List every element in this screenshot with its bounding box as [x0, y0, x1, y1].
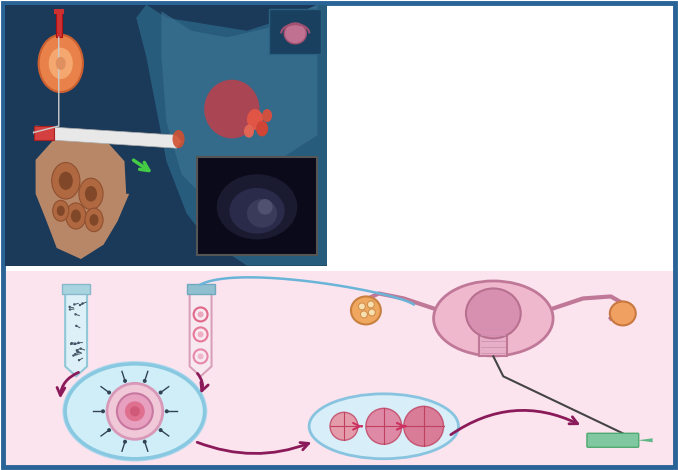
Circle shape	[403, 406, 443, 446]
Bar	[269, 8, 321, 54]
Circle shape	[56, 57, 66, 70]
Circle shape	[359, 303, 365, 310]
Circle shape	[366, 408, 402, 444]
Ellipse shape	[65, 364, 205, 459]
Ellipse shape	[204, 80, 260, 138]
Circle shape	[143, 379, 146, 383]
Circle shape	[130, 406, 140, 416]
Circle shape	[75, 313, 77, 315]
Ellipse shape	[610, 301, 636, 325]
Circle shape	[107, 428, 111, 432]
Circle shape	[197, 353, 203, 360]
Circle shape	[71, 210, 81, 222]
Circle shape	[77, 350, 79, 352]
Bar	[4, 4, 674, 271]
Circle shape	[81, 302, 83, 305]
Polygon shape	[190, 291, 212, 376]
Ellipse shape	[172, 130, 184, 148]
Circle shape	[78, 359, 80, 361]
Circle shape	[123, 440, 127, 444]
Circle shape	[197, 331, 203, 337]
Ellipse shape	[309, 394, 458, 459]
Ellipse shape	[229, 188, 285, 234]
Circle shape	[123, 379, 127, 383]
Circle shape	[117, 393, 153, 429]
Circle shape	[361, 311, 367, 318]
Circle shape	[79, 347, 82, 350]
Bar	[479, 319, 507, 356]
Circle shape	[53, 200, 69, 221]
FancyBboxPatch shape	[587, 433, 639, 447]
Circle shape	[68, 308, 71, 311]
Circle shape	[79, 304, 81, 306]
Bar	[197, 157, 317, 255]
Polygon shape	[638, 438, 653, 442]
Ellipse shape	[217, 174, 297, 239]
Circle shape	[74, 343, 77, 345]
Circle shape	[262, 109, 272, 122]
Polygon shape	[65, 291, 87, 376]
Ellipse shape	[466, 289, 521, 338]
Circle shape	[256, 121, 268, 136]
Circle shape	[79, 178, 103, 210]
Bar	[56, 11, 62, 37]
Bar	[54, 8, 64, 14]
Circle shape	[73, 303, 75, 306]
Circle shape	[59, 172, 73, 190]
Circle shape	[85, 208, 103, 232]
Circle shape	[330, 412, 358, 440]
Ellipse shape	[258, 199, 273, 215]
Circle shape	[101, 409, 105, 413]
Circle shape	[159, 391, 163, 394]
Circle shape	[74, 353, 77, 355]
Circle shape	[77, 351, 79, 353]
Circle shape	[68, 306, 71, 308]
Circle shape	[71, 342, 73, 345]
Bar	[62, 284, 90, 294]
Circle shape	[244, 125, 254, 138]
Polygon shape	[35, 137, 129, 259]
Circle shape	[75, 349, 78, 352]
Circle shape	[125, 401, 145, 421]
Circle shape	[52, 163, 80, 199]
Polygon shape	[161, 5, 317, 200]
Polygon shape	[136, 5, 327, 266]
Circle shape	[49, 48, 73, 79]
Circle shape	[39, 35, 83, 92]
Circle shape	[75, 325, 77, 327]
Circle shape	[85, 186, 97, 202]
Circle shape	[107, 391, 111, 394]
Circle shape	[247, 109, 263, 130]
Ellipse shape	[247, 199, 277, 228]
Bar	[186, 284, 214, 294]
Circle shape	[66, 203, 86, 229]
Ellipse shape	[284, 23, 306, 44]
Circle shape	[77, 342, 79, 344]
Circle shape	[367, 301, 374, 308]
Circle shape	[368, 309, 376, 316]
Circle shape	[143, 440, 146, 444]
Circle shape	[72, 354, 75, 357]
Circle shape	[89, 214, 98, 226]
Circle shape	[57, 205, 65, 216]
Bar	[34, 126, 54, 141]
Circle shape	[197, 312, 203, 317]
Polygon shape	[34, 126, 182, 148]
Circle shape	[107, 384, 163, 439]
Circle shape	[159, 428, 163, 432]
Circle shape	[70, 343, 73, 345]
Ellipse shape	[351, 297, 381, 324]
Circle shape	[165, 409, 169, 413]
Ellipse shape	[434, 281, 553, 356]
Bar	[4, 271, 674, 466]
